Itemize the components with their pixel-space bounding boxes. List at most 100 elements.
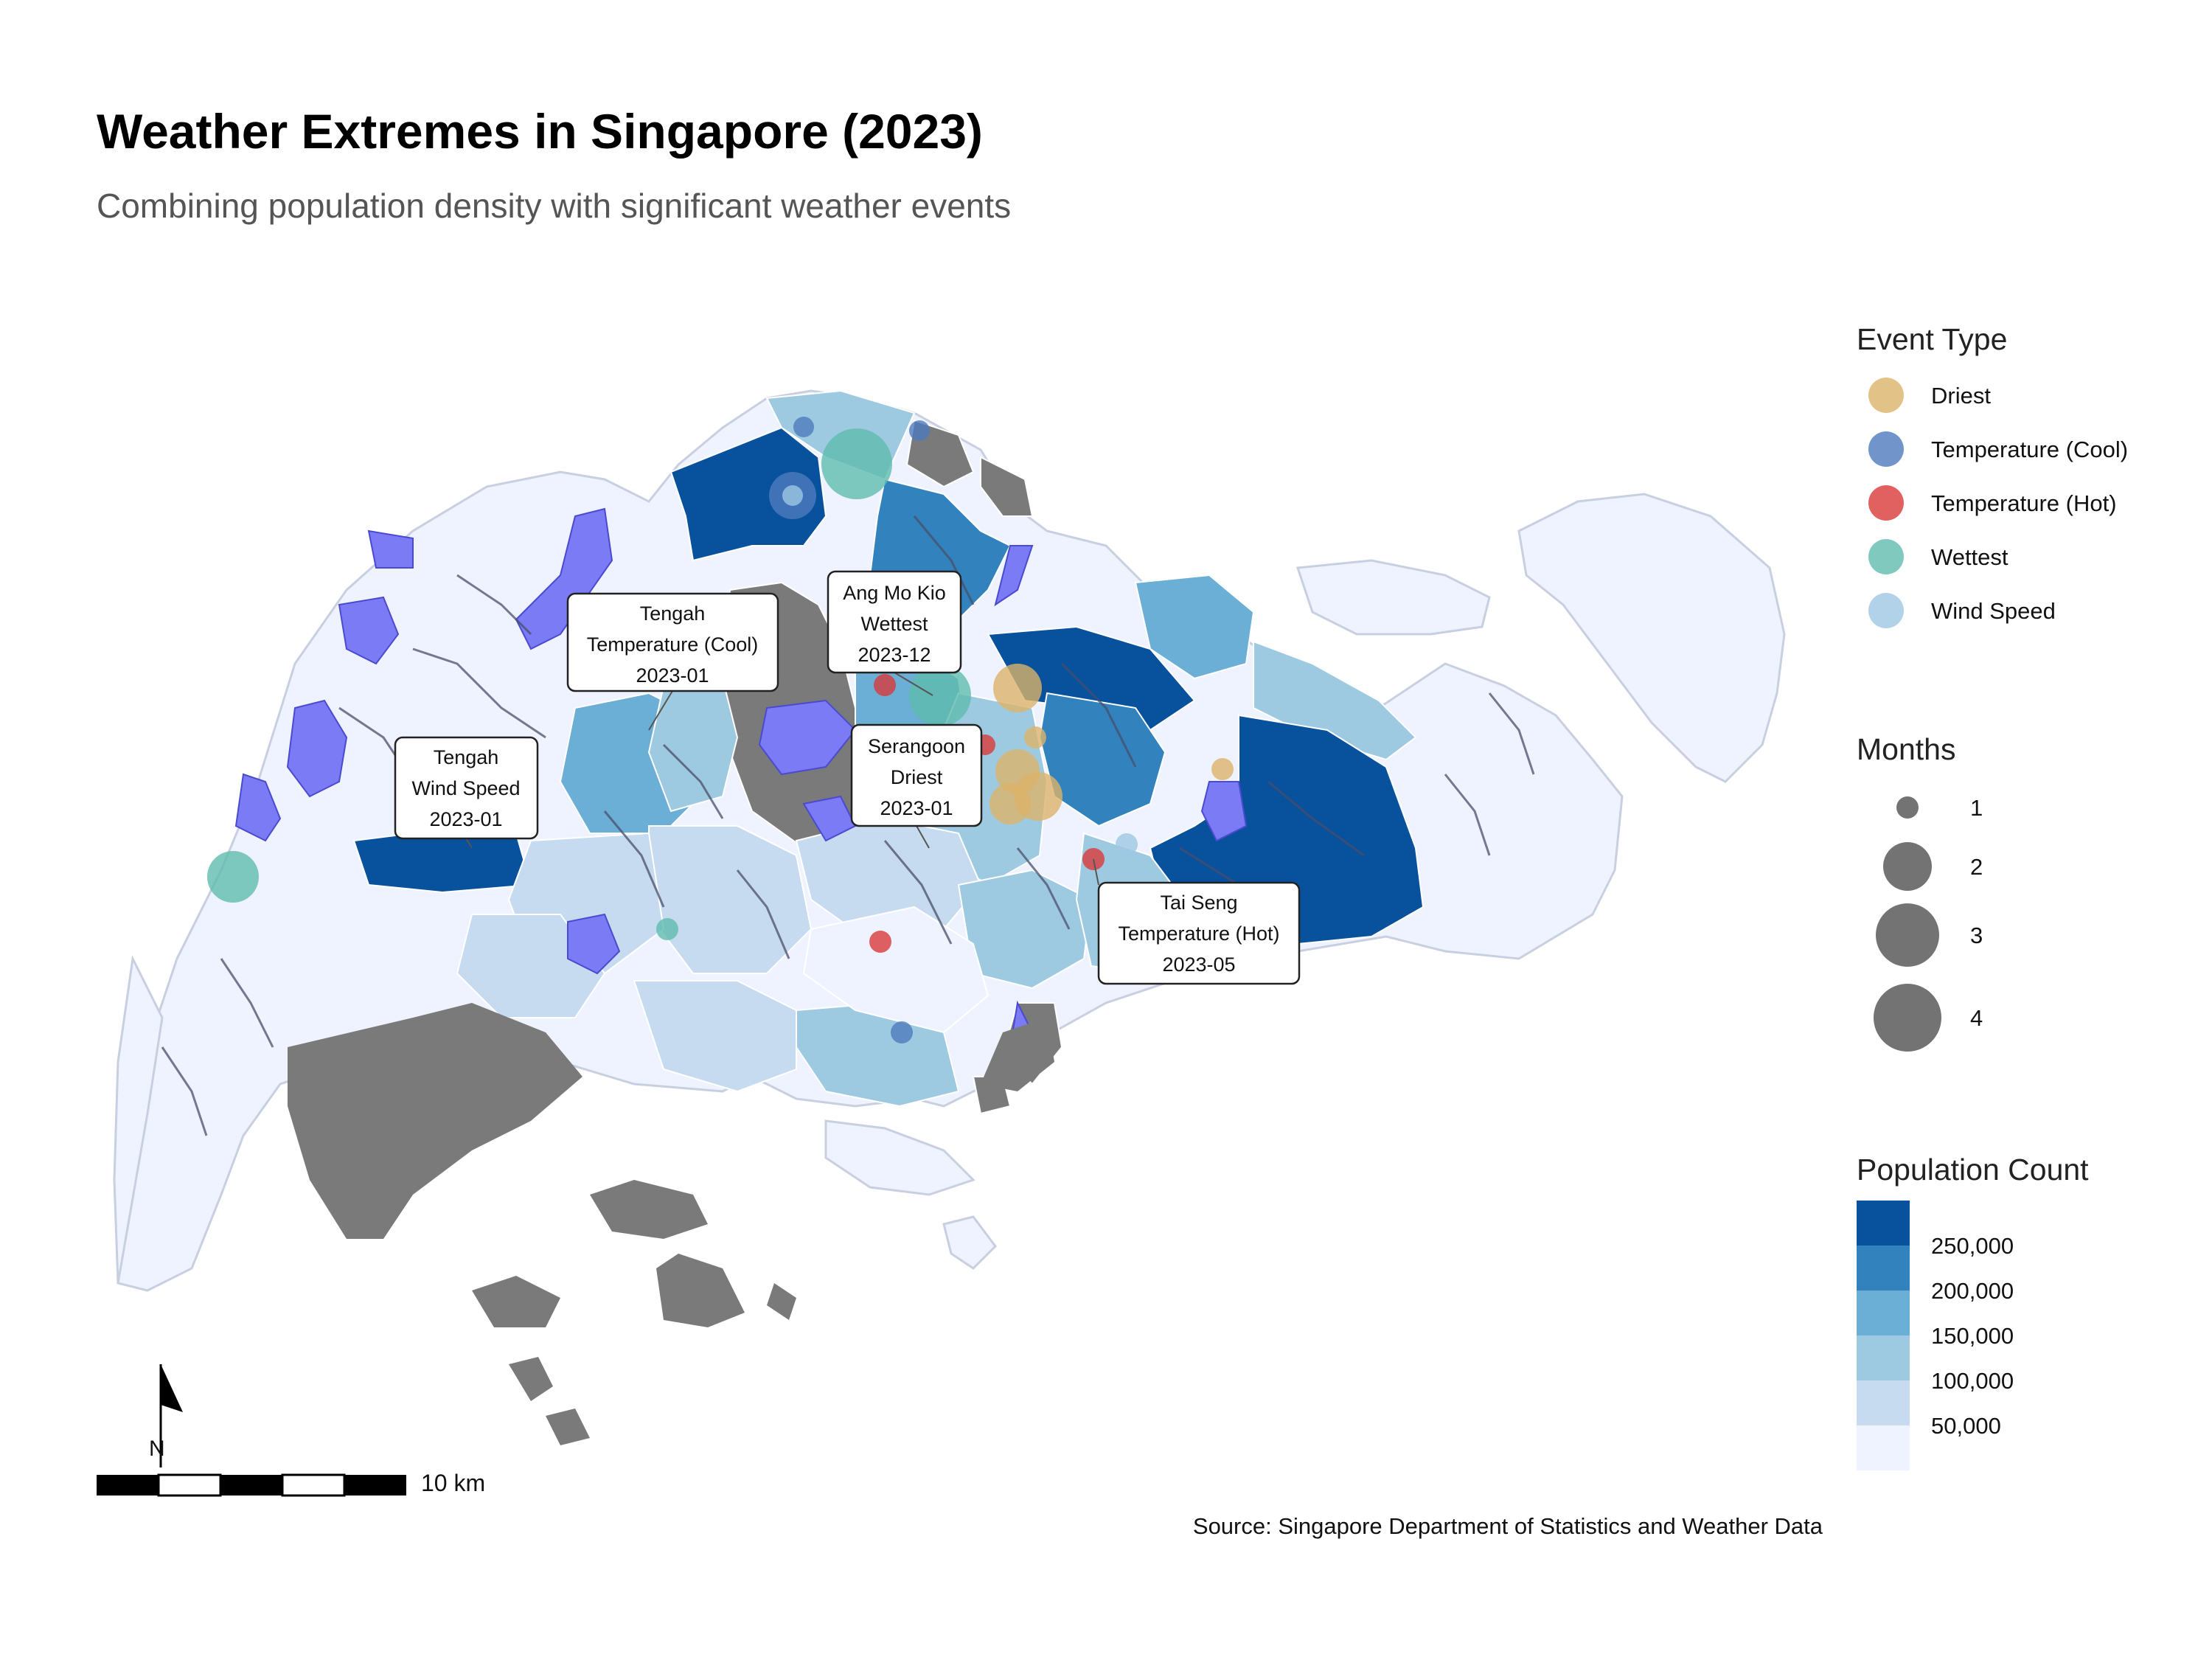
island-sentosa-east: [981, 1018, 1054, 1091]
callout-tengah-wind: Tengah Wind Speed 2023-01: [394, 736, 539, 840]
waterway: [220, 958, 274, 1048]
callout-ang-mo-kio-wettest: Ang Mo Kio Wettest 2023-12: [827, 570, 962, 674]
waterway: [412, 647, 546, 739]
pulau-tekong: [1517, 493, 1786, 783]
source-note: Source: Singapore Department of Statisti…: [1192, 1513, 1823, 1539]
legend-event-title: Event Type: [1857, 322, 2007, 356]
reservoir-jurong-lake: [567, 913, 621, 975]
waterway: [1267, 780, 1365, 857]
legend-pop-label: 200,000: [1931, 1278, 2014, 1304]
callout-date: 2023-12: [858, 644, 931, 666]
legend-pop-swatch: [1857, 1380, 1910, 1425]
pulau-ubin: [1295, 559, 1491, 636]
waterway: [883, 840, 953, 945]
reservoir-lower-seletar: [994, 545, 1034, 607]
west-industrial: [113, 955, 164, 1284]
legend-pop-swatch: [1857, 1425, 1910, 1470]
island-pawai: [509, 1357, 553, 1401]
event-marker-driest: [1024, 726, 1046, 748]
north-arrow: [159, 1364, 183, 1467]
callout-connector: [894, 672, 933, 696]
waterway: [456, 574, 532, 636]
callout-area: Ang Mo Kio: [843, 582, 946, 604]
island-senang: [546, 1408, 590, 1445]
event-marker-temperature-cool: [909, 420, 930, 441]
reservoir-poyan: [338, 596, 400, 665]
legend-months: Months 1 2 3 4: [1857, 732, 1983, 1052]
legend-month-label: 1: [1970, 795, 1983, 821]
north-arrow-icon: [161, 1364, 183, 1412]
legend-pop-label: 250,000: [1931, 1233, 2014, 1259]
legend-event-swatch: [1868, 539, 1904, 574]
callout-area: Tengah: [640, 602, 706, 625]
legend-event-swatch: [1868, 378, 1904, 413]
legend-month-swatch: [1883, 842, 1932, 891]
callout-area: Tai Seng: [1160, 892, 1237, 914]
callout-tengah-cool: Tengah Temperature (Cool) 2023-01: [566, 592, 779, 692]
event-marker-wettest: [821, 428, 892, 499]
event-marker-wettest: [656, 918, 678, 940]
callout-event: Wettest: [860, 613, 928, 635]
callout-date: 2023-01: [429, 808, 502, 830]
southern-islands: [288, 1003, 1054, 1445]
reservoirs: [234, 507, 1646, 1063]
reservoir-kranji: [515, 507, 613, 650]
island-pulau-bukom: [590, 1180, 708, 1239]
legend-event-type: Event Type Driest Temperature (Cool) Tempe…: [1857, 322, 2128, 628]
legend-month-label: 4: [1970, 1005, 1983, 1031]
callout-event: Temperature (Cool): [587, 633, 759, 656]
reservoir-sarimbun: [367, 529, 414, 569]
legend-event-label: Wettest: [1931, 544, 2008, 570]
legend-population-title: Population Count: [1857, 1153, 2089, 1187]
event-marker-wettest: [207, 851, 259, 903]
legend-pop-label: 150,000: [1931, 1323, 2014, 1349]
legend-event-label: Driest: [1931, 383, 1991, 409]
area-downtown: [802, 906, 990, 1034]
callout-event: Temperature (Hot): [1118, 923, 1279, 945]
area-simpang: [980, 456, 1034, 517]
legend-month-label: 2: [1970, 854, 1983, 880]
callout-tai-seng-hot: Tai Seng Temperature (Hot) 2023-05: [1097, 881, 1301, 985]
callout-area: Tengah: [434, 746, 499, 768]
event-marker-temperature-hot: [874, 674, 896, 696]
callout-connector: [1093, 858, 1099, 886]
legend-pop-swatch: [1857, 1201, 1910, 1246]
callout-event: Driest: [891, 766, 943, 788]
waterway: [603, 810, 665, 908]
callout-date: 2023-01: [880, 797, 953, 819]
legend-month-label: 3: [1970, 923, 1983, 948]
waterway: [736, 869, 790, 959]
legend-event-label: Wind Speed: [1931, 598, 2056, 624]
event-marker-temperature-hot: [869, 931, 891, 953]
callout-date: 2023-05: [1162, 953, 1235, 976]
callout-event: Wind Speed: [411, 777, 520, 799]
waterway: [161, 1046, 208, 1136]
island-sudong: [472, 1276, 560, 1327]
waterway: [1016, 847, 1071, 930]
callout-date: 2023-01: [636, 664, 709, 687]
legend-event-swatch: [1868, 485, 1904, 521]
event-markers: [207, 417, 1234, 1043]
legend-event-swatch: [1868, 431, 1904, 467]
island-semakau: [656, 1254, 745, 1327]
reservoir-murai: [234, 773, 282, 842]
island-small-east: [942, 1215, 997, 1270]
event-marker-wettest: [909, 664, 971, 726]
legend-month-swatch: [1896, 796, 1919, 819]
event-marker-driest: [1211, 758, 1234, 780]
scale-label: 10 km: [421, 1470, 486, 1496]
legend-pop-swatch: [1857, 1246, 1910, 1290]
north-label: N: [149, 1437, 165, 1461]
reservoir-tengeh: [286, 699, 348, 798]
legend-month-swatch: [1876, 903, 1939, 967]
area-pasir-panjang: [633, 980, 797, 1093]
event-marker-temperature-cool: [793, 417, 814, 437]
legend-pop-label: 50,000: [1931, 1413, 2001, 1439]
area-pasir-ris: [1253, 640, 1417, 761]
reservoir-serangoon: [1200, 781, 1248, 842]
map-subtitle: Combining population density with signif…: [97, 187, 1012, 225]
area-jurong-west: [352, 833, 532, 894]
waterway: [1444, 774, 1491, 856]
legend-population: Population Count 250,000 200,000 150,000 10…: [1857, 1153, 2089, 1470]
